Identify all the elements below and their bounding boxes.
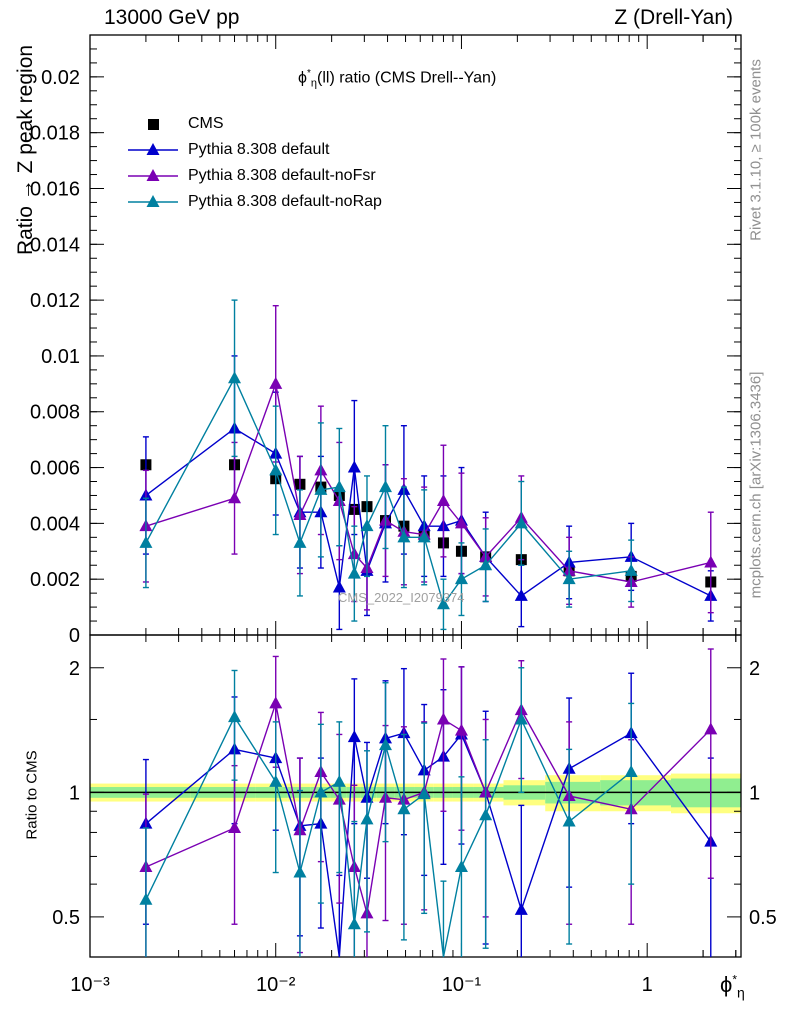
norap-ratio-line (145, 715, 632, 958)
norap-ratio-point (397, 802, 411, 815)
norap-ratio-point (293, 865, 307, 878)
default-series-line (145, 427, 712, 597)
default-data-point (514, 588, 528, 601)
norap-ratio-point (332, 774, 346, 787)
norap-ratio-point (347, 917, 361, 930)
norap-ratio-point (514, 712, 528, 725)
norap-data-point (314, 482, 328, 495)
ratio-tick-label: 2 (69, 658, 80, 680)
legend-label-default: Pythia 8.308 default (188, 141, 330, 158)
header-process-label: Z (Drell-Yan) (614, 6, 733, 29)
nofsr-data-point (454, 516, 468, 529)
header-energy-label: 13000 GeV pp (104, 6, 240, 29)
y-tick-label: 0.004 (30, 513, 80, 535)
legend-marker-nofsr (146, 169, 160, 181)
norap-data-point (360, 519, 374, 532)
norap-data-point (347, 566, 361, 579)
norap-ratio-point (314, 785, 328, 798)
norap-ratio-point (379, 738, 393, 751)
y-tick-label: 0.006 (30, 458, 80, 480)
nofsr-ratio-point (228, 820, 242, 833)
ratio-tick-label: 1 (69, 782, 80, 804)
ratio-tick-label-right: 1 (749, 782, 760, 804)
norap-ratio-point (417, 787, 431, 800)
norap-data-point (417, 530, 431, 543)
norap-data-point (379, 480, 393, 493)
norap-ratio-point (139, 892, 153, 905)
norap-data-point (293, 535, 307, 548)
nofsr-data-point (704, 555, 718, 568)
y-tick-label: 0.02 (41, 67, 80, 89)
mcplots-source-label: mcplots.cern.ch [arXiv:1306.3436] (747, 371, 765, 599)
norap-ratio-point (624, 764, 638, 777)
y-tick-label: 0.016 (30, 178, 80, 200)
nofsr-data-point (436, 494, 450, 507)
norap-ratio-point (562, 814, 576, 827)
norap-ratio-point (454, 860, 468, 873)
legend-marker-cms (148, 119, 159, 130)
default-data-point (347, 460, 361, 473)
legend-label-norap: Pythia 8.308 default-noRap (188, 193, 382, 210)
ratio-tick-label-right: 0.5 (749, 907, 777, 929)
x-tick-label: 10⁻¹ (442, 974, 482, 996)
ratio-tick-label: 0.5 (52, 907, 80, 929)
norap-data-point (624, 563, 638, 576)
legend-marker-norap (146, 195, 160, 207)
norap-ratio-point (360, 812, 374, 825)
ratio-tick-label-right: 2 (749, 658, 760, 680)
x-axis-label: ϕ*η (720, 972, 745, 1001)
default-ratio-point (514, 902, 528, 915)
default-data-point (332, 580, 346, 593)
norap-data-point (332, 480, 346, 493)
y-tick-label: 0.014 (30, 234, 80, 256)
analysis-watermark: CMS_2022_I2079374 (338, 590, 465, 605)
y-tick-label: 0.008 (30, 402, 80, 424)
norap-data-point (269, 463, 283, 476)
norap-data-point (562, 572, 576, 585)
legend-label-cms: CMS (188, 115, 224, 132)
norap-data-point (479, 558, 493, 571)
y-tick-label: 0 (69, 625, 80, 647)
nofsr-ratio-point (269, 696, 283, 709)
rivet-version-label: Rivet 3.1.10, ≥ 100k events (747, 59, 765, 241)
y-tick-label: 0.002 (30, 569, 80, 591)
norap-data-point (397, 530, 411, 543)
nofsr-ratio-point (436, 712, 450, 725)
bottom-y-axis-label: Ratio to CMS (23, 750, 41, 840)
top-y-axis-label: Ratio → Z peak region (14, 44, 37, 256)
norap-data-point (228, 371, 242, 384)
default-ratio-point (347, 730, 361, 743)
norap-ratio-point (269, 774, 283, 787)
nofsr-series-line (145, 381, 711, 583)
bottom-plot-frame (89, 634, 742, 958)
default-ratio-line (145, 732, 712, 958)
nofsr-ratio-line (145, 700, 712, 914)
nofsr-data-point (269, 376, 283, 389)
norap-data-point (436, 597, 450, 610)
x-tick-label: 10⁻² (256, 974, 296, 996)
norap-ratio-point (228, 710, 242, 723)
x-tick-label: 1 (642, 974, 653, 996)
nofsr-ratio-point (454, 723, 468, 736)
plot-title: ϕ*η(ll) ratio (CMS Drell--Yan) (298, 68, 497, 90)
legend-label-nofsr: Pythia 8.308 default-noFsr (188, 167, 376, 184)
norap-data-point (139, 535, 153, 548)
norap-data-point (454, 572, 468, 585)
legend-marker-default (146, 143, 160, 155)
nofsr-data-point (228, 491, 242, 504)
y-tick-label: 0.012 (30, 290, 80, 312)
y-tick-label: 0.01 (41, 346, 80, 368)
norap-data-point (514, 516, 528, 529)
norap-ratio-point (479, 808, 493, 821)
nofsr-ratio-point (704, 722, 718, 735)
x-tick-label: 10⁻³ (70, 974, 110, 996)
y-tick-label: 0.018 (30, 123, 80, 145)
